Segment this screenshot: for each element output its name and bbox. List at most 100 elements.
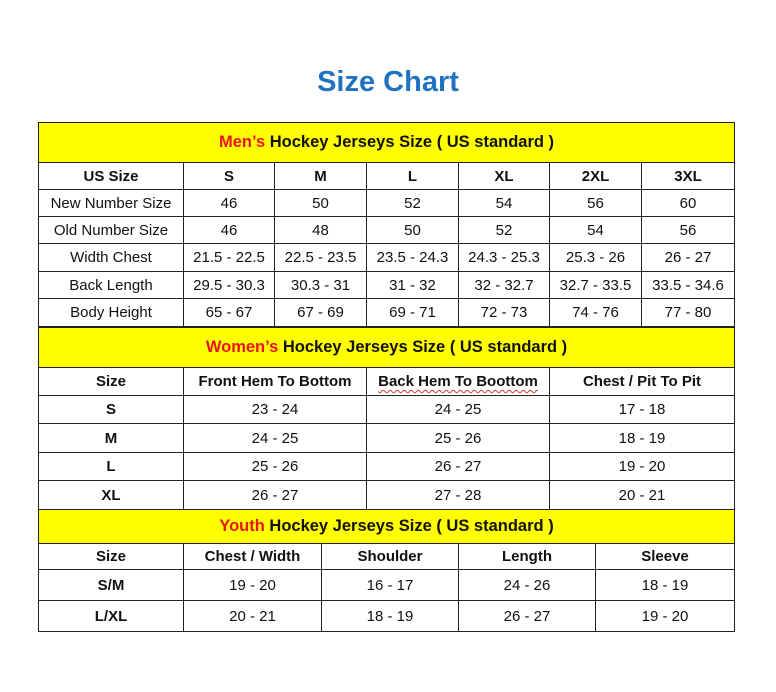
row-label: Width Chest [38, 243, 184, 272]
column-header-label: US Size [83, 167, 139, 185]
table-row: S/M 19 - 20 16 - 17 24 - 26 18 - 19 [38, 569, 736, 601]
youth-size-table: Youth Hockey Jerseys Size ( US standard … [37, 509, 736, 632]
table-cell: 17 - 18 [548, 395, 736, 424]
row-label: L [38, 452, 184, 481]
column-header: Size [38, 543, 184, 570]
table-cell: 29.5 - 30.3 [183, 271, 275, 299]
women-column-headers: Size Front Hem To Bottom Back Hem To Boott… [38, 367, 736, 396]
column-header-label: Front Hem To Bottom [198, 373, 352, 390]
table-cell: 16 - 17 [321, 569, 459, 601]
table-row: XL 26 - 27 27 - 28 20 - 21 [38, 480, 736, 510]
youth-column-headers: Size Chest / Width Shoulder Length Sleeve [38, 543, 736, 570]
table-cell: 52 [366, 189, 459, 217]
table-row: L/XL 20 - 21 18 - 19 26 - 27 19 - 20 [38, 600, 736, 632]
table-cell: 19 - 20 [548, 452, 736, 481]
table-cell: 46 [183, 189, 275, 217]
table-cell: 54 [458, 189, 550, 217]
table-cell: 69 - 71 [366, 298, 459, 327]
men-size-table: Men’s Hockey Jerseys Size ( US standard … [37, 122, 736, 327]
column-header-label: Chest / Pit To Pit [582, 373, 702, 390]
column-header: US Size [38, 162, 184, 190]
column-header: Shoulder [321, 543, 459, 570]
row-label: New Number Size [38, 189, 184, 217]
column-header: Back Hem To Boottom [366, 367, 550, 396]
row-label: M [38, 423, 184, 453]
table-cell: 74 - 76 [549, 298, 642, 327]
column-header-label: L [407, 167, 418, 185]
men-heading-label: Hockey Jerseys Size ( US standard ) [265, 133, 555, 151]
column-header: Length [458, 543, 596, 570]
table-cell: 25 - 26 [366, 423, 550, 453]
table-cell: 26 - 27 [640, 243, 736, 272]
table-cell: 24 - 25 [366, 395, 550, 424]
column-header: Size [38, 367, 184, 396]
column-header-label: Size [95, 548, 126, 565]
column-header: Chest / Pit To Pit [548, 367, 736, 396]
table-cell: 56 [640, 216, 736, 244]
table-row: New Number Size 46 50 52 54 56 60 [38, 189, 736, 217]
men-accent-label: Men’s [219, 133, 266, 151]
table-cell: 32 - 32.7 [458, 271, 550, 299]
youth-section-title: Youth Hockey Jerseys Size ( US standard … [37, 509, 736, 544]
table-cell: 72 - 73 [458, 298, 550, 327]
column-header: XL [458, 162, 550, 190]
row-label: Old Number Size [38, 216, 184, 244]
column-header-label: Size [95, 373, 126, 390]
table-cell: 77 - 80 [640, 298, 736, 327]
women-size-table: Women’s Hockey Jerseys Size ( US standar… [37, 327, 736, 510]
row-label: S/M [38, 569, 184, 601]
table-cell: 26 - 27 [458, 600, 596, 632]
table-cell: 31 - 32 [366, 271, 459, 299]
table-cell: 20 - 21 [548, 480, 736, 510]
men-section-title: Men’s Hockey Jerseys Size ( US standard … [37, 122, 736, 163]
table-row: L 25 - 26 26 - 27 19 - 20 [38, 452, 736, 481]
table-cell: 30.3 - 31 [274, 271, 367, 299]
table-cell: 52 [458, 216, 550, 244]
row-label: XL [38, 480, 184, 510]
column-header: Chest / Width [183, 543, 322, 570]
table-cell: 26 - 27 [183, 480, 367, 510]
table-row: S 23 - 24 24 - 25 17 - 18 [38, 395, 736, 424]
table-cell: 18 - 19 [594, 569, 736, 601]
row-label: L/XL [38, 600, 184, 632]
youth-section-header: Youth Hockey Jerseys Size ( US standard … [37, 509, 736, 544]
table-cell: 24.3 - 25.3 [458, 243, 550, 272]
men-section-header: Men’s Hockey Jerseys Size ( US standard … [37, 122, 736, 163]
table-cell: 50 [274, 189, 367, 217]
column-header-label: 2XL [581, 167, 610, 185]
table-cell: 56 [549, 189, 642, 217]
table-cell: 23 - 24 [183, 395, 367, 424]
women-accent-label: Women’s [205, 338, 279, 356]
table-cell: 67 - 69 [274, 298, 367, 327]
table-cell: 54 [549, 216, 642, 244]
table-cell: 46 [183, 216, 275, 244]
column-header: 2XL [549, 162, 642, 190]
table-cell: 18 - 19 [321, 600, 459, 632]
table-cell: 23.5 - 24.3 [366, 243, 459, 272]
table-cell: 20 - 21 [183, 600, 322, 632]
women-section-header: Women’s Hockey Jerseys Size ( US standar… [37, 327, 736, 368]
column-header-label: Length [502, 548, 552, 565]
table-cell: 25 - 26 [183, 452, 367, 481]
column-header: L [366, 162, 459, 190]
table-cell: 27 - 28 [366, 480, 550, 510]
column-header-label: Sleeve [641, 548, 689, 565]
column-header: M [274, 162, 367, 190]
column-header: Sleeve [594, 543, 736, 570]
row-label: Body Height [38, 298, 184, 327]
table-cell: 33.5 - 34.6 [640, 271, 736, 299]
table-row: M 24 - 25 25 - 26 18 - 19 [38, 423, 736, 453]
table-row: Body Height 65 - 67 67 - 69 69 - 71 72 - 73 7… [38, 298, 736, 327]
women-heading-label: Hockey Jerseys Size ( US standard ) [278, 338, 568, 356]
column-header-label: XL [494, 167, 514, 185]
column-header-label: M [314, 167, 327, 185]
table-cell: 21.5 - 22.5 [183, 243, 275, 272]
column-header-label: 3XL [674, 167, 702, 185]
column-header-label: S [223, 167, 234, 185]
women-section-title: Women’s Hockey Jerseys Size ( US standar… [37, 327, 736, 368]
table-cell: 60 [640, 189, 736, 217]
youth-heading-label: Hockey Jerseys Size ( US standard ) [264, 517, 554, 535]
table-cell: 32.7 - 33.5 [549, 271, 642, 299]
table-cell: 18 - 19 [548, 423, 736, 453]
table-cell: 19 - 20 [594, 600, 736, 632]
